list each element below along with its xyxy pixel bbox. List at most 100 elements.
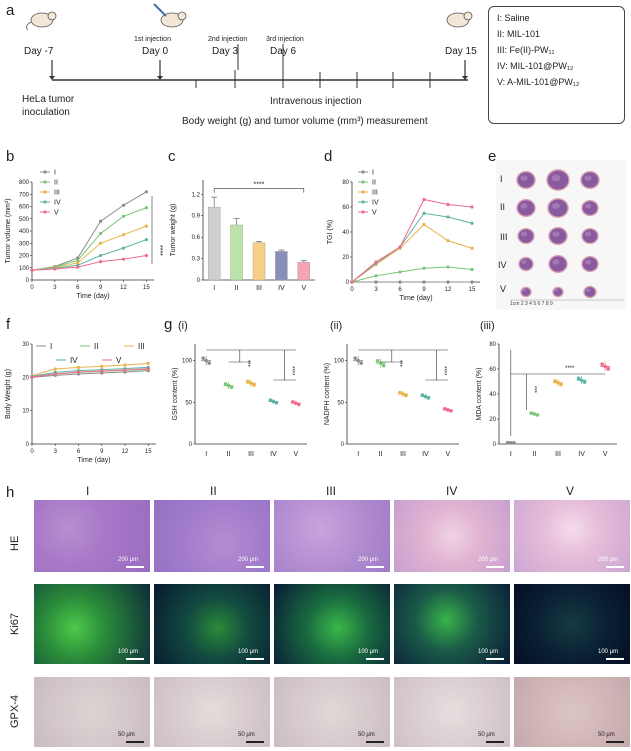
- ki67-micrograph: 100 μm: [274, 584, 390, 664]
- he-micrograph: 200 μm: [274, 500, 390, 572]
- data-point: [252, 383, 256, 387]
- y-axis-label: Body Weight (g): [5, 369, 12, 419]
- x-tick-label: 12: [122, 449, 129, 455]
- scale-bar: [366, 741, 384, 743]
- histology-col-label: V: [566, 484, 575, 498]
- x-tick-label: III: [256, 285, 262, 292]
- histology-col-label: III: [326, 484, 337, 498]
- iv-label: Intravenous injection: [270, 96, 362, 107]
- histology-col-label: IV: [446, 484, 458, 498]
- data-point: [99, 231, 103, 236]
- series-line-IV: [351, 212, 473, 283]
- legend-label: IV: [372, 200, 379, 207]
- tumor-row-label: IV: [498, 260, 507, 270]
- x-tick-label: I: [213, 285, 215, 292]
- data-point: [144, 237, 148, 242]
- data-point: [146, 367, 150, 371]
- data-point: [422, 222, 426, 227]
- legend-marker: [361, 210, 365, 214]
- legend-label: V: [116, 356, 122, 365]
- measurement-label: Body weight (g) and tumor volume (mm³) m…: [182, 116, 428, 127]
- data-point: [470, 205, 474, 209]
- x-tick-label: 9: [99, 285, 103, 291]
- legend-item: III: Fe(II)-PW₁₁: [497, 45, 555, 55]
- series-line-IV: [31, 366, 149, 377]
- panel-label-g: g: [164, 316, 173, 333]
- x-tick-label: II: [532, 451, 536, 458]
- y-tick-label: 100: [334, 359, 345, 365]
- timeline-above-label: 3rd injection: [266, 36, 304, 43]
- data-point: [426, 396, 431, 400]
- scale-bar: [246, 741, 264, 743]
- y-tick-label: 0: [341, 442, 345, 448]
- data-point: [76, 365, 81, 369]
- y-tick-label: 80: [489, 342, 496, 348]
- significance-label: ***: [396, 360, 402, 368]
- y-tick-label: 0.9: [192, 214, 201, 220]
- significance-label: ****: [565, 366, 575, 372]
- series-line-I: [31, 370, 149, 378]
- tumor-row-label: II: [500, 202, 506, 212]
- data-point: [470, 246, 474, 250]
- scale-bar: [246, 658, 264, 660]
- scale-label: 200 μm: [598, 557, 619, 563]
- legend-item: V: A-MIL-101@PW₁₂: [497, 77, 580, 87]
- data-point: [123, 363, 127, 367]
- legend-label: IV: [54, 200, 61, 207]
- x-tick-label: V: [445, 451, 450, 458]
- data-point: [246, 379, 250, 384]
- y-tick-label: 50: [337, 400, 344, 406]
- tumor-highlight: [554, 288, 558, 292]
- y-tick-label: 0: [189, 442, 193, 448]
- data-point: [144, 253, 148, 258]
- data-point: [398, 280, 402, 284]
- series-line-V: [351, 198, 473, 283]
- y-tick-label: 500: [19, 217, 30, 223]
- x-tick-label: III: [555, 451, 561, 458]
- y-tick-label: 0: [346, 280, 350, 286]
- he-micrograph: 200 μm: [394, 500, 510, 572]
- data-point: [223, 382, 228, 386]
- data-point: [576, 376, 581, 381]
- x-tick-label: II: [227, 451, 231, 458]
- y-tick-label: 0: [493, 442, 497, 448]
- mouse-injection-icon: [153, 3, 187, 28]
- scale-label: 50 μm: [118, 732, 135, 738]
- y-tick-label: 0: [197, 278, 201, 284]
- data-point: [353, 356, 357, 360]
- scale-label: 200 μm: [358, 557, 379, 563]
- histology-row-label: GPX-4: [9, 694, 21, 728]
- legend-label: V: [54, 210, 59, 217]
- data-point: [374, 260, 378, 264]
- x-tick-label: 15: [469, 287, 476, 293]
- y-axis-label: TGI (%): [327, 220, 334, 245]
- data-point: [582, 380, 587, 384]
- histology-col-label: I: [86, 484, 90, 498]
- y-tick-label: 80: [342, 180, 349, 186]
- data-point: [123, 368, 127, 372]
- panel-label-h: h: [6, 484, 15, 501]
- data-point: [121, 246, 126, 250]
- tumor-highlight: [520, 203, 528, 209]
- data-point: [446, 265, 450, 269]
- panel-label-a: a: [6, 2, 15, 19]
- legend-marker: [43, 200, 47, 204]
- data-point: [398, 390, 402, 395]
- body-weight-chart: 0 10 20 30 Body Weight (g) 0 3 6 9 12 15 Time (day)…: [5, 342, 156, 464]
- x-axis-label: Time (day): [399, 295, 432, 302]
- x-tick-label: V: [603, 451, 608, 458]
- data-point: [446, 215, 450, 219]
- ki67-micrograph: 100 μm: [34, 584, 150, 664]
- significance-bracket: [213, 188, 305, 193]
- scale-bar: [606, 741, 624, 743]
- scale-bar: [486, 566, 504, 568]
- tumor-highlight: [585, 288, 591, 292]
- significance-label: ****: [289, 366, 295, 376]
- y-tick-label: 100: [19, 266, 30, 272]
- series-line-III: [31, 362, 149, 377]
- data-point: [350, 280, 354, 284]
